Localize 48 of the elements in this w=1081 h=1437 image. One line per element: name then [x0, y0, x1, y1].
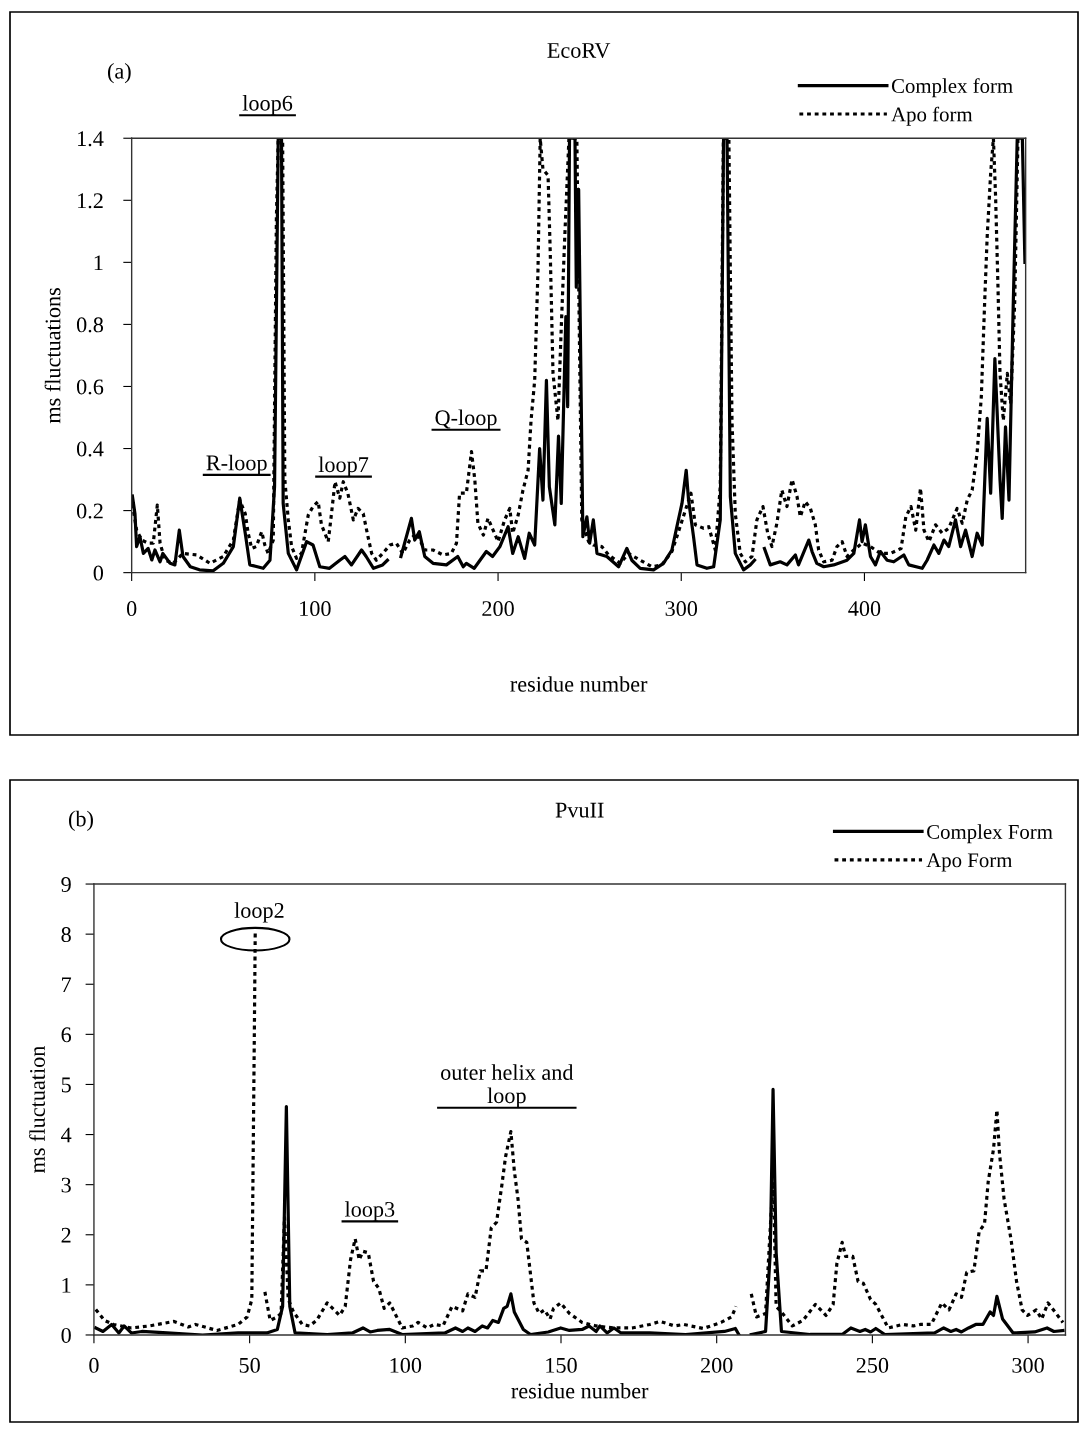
annotation: outer helix and loop: [441, 1064, 574, 1108]
y-tick-label: 0: [61, 1327, 71, 1343]
chart-title: PvuII: [555, 802, 604, 818]
y-tick-label: 1.2: [78, 193, 103, 209]
text: (a): [107, 63, 131, 84]
x-tick-label: 250: [856, 1357, 889, 1373]
text: (b): [69, 810, 93, 831]
legend-label: Complex Form: [927, 824, 1053, 844]
x-tick-label: 200: [482, 601, 514, 617]
y-tick-label: 3: [61, 1177, 71, 1193]
y-tick-label: 5: [61, 1077, 71, 1093]
legend-label: Apo Form: [926, 853, 1013, 872]
annotation: loop2: [234, 902, 284, 923]
x-tick-label: 150: [546, 1357, 577, 1373]
text: loop6: [242, 95, 293, 116]
y-tick-label: 1: [62, 1277, 71, 1293]
x-tick-label: 400: [848, 601, 881, 617]
x-tick-label: 100: [390, 1357, 422, 1373]
x-tick-label: 300: [1012, 1357, 1044, 1373]
y-tick-label: 8: [61, 927, 71, 943]
y-tick-label: 2: [61, 1227, 71, 1243]
x-axis-title: residue number: [510, 676, 648, 692]
annotation: loop3: [344, 1201, 395, 1222]
x-tick-label: 200: [701, 1357, 733, 1373]
legend-label: Apo form: [891, 106, 973, 126]
annotation: loop7: [318, 456, 369, 477]
annotation: R-loop: [206, 454, 267, 475]
y-tick-label: 1: [94, 255, 103, 271]
y-tick-label: 1.4: [78, 131, 104, 147]
y-tick-label: 0.8: [76, 317, 104, 333]
y-tick-label: 0.4: [76, 441, 104, 457]
y-axis-title: ms fluctuations: [44, 288, 61, 424]
y-tick-label: 4: [61, 1127, 72, 1143]
x-tick-label: 0: [126, 601, 137, 617]
y-tick-label: 0.6: [76, 379, 104, 395]
legend-label: Complex form: [891, 78, 1013, 98]
y-tick-label: 0.2: [76, 503, 103, 519]
chart-title: EcoRV: [547, 43, 611, 59]
y-tick-label: 9: [61, 877, 71, 892]
x-tick-label: 300: [665, 601, 698, 617]
y-tick-label: 7: [62, 977, 72, 992]
x-tick-label: 50: [239, 1357, 260, 1373]
y-axis-title: ms fluctuation: [29, 1045, 45, 1173]
y-tick-label: 6: [61, 1027, 72, 1043]
y-tick-label: 0: [93, 565, 104, 581]
annotation: Q-loop: [435, 409, 497, 430]
x-tick-label: 100: [300, 601, 331, 617]
x-axis-title: residue number: [511, 1382, 649, 1399]
